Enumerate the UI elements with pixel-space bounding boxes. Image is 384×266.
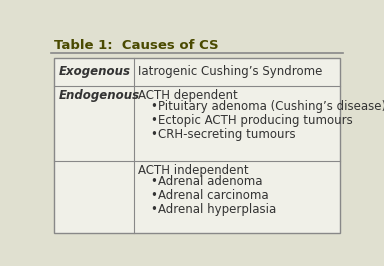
Text: Ectopic ACTH producing tumours: Ectopic ACTH producing tumours: [158, 114, 353, 127]
Text: CRH-secreting tumours: CRH-secreting tumours: [158, 128, 295, 141]
Text: Adrenal hyperplasia: Adrenal hyperplasia: [158, 203, 276, 216]
Text: •: •: [150, 100, 157, 113]
Bar: [54, 57, 340, 233]
Text: Iatrogenic Cushing’s Syndrome: Iatrogenic Cushing’s Syndrome: [138, 65, 323, 78]
Text: Adrenal adenoma: Adrenal adenoma: [158, 175, 262, 188]
Text: Endogenous: Endogenous: [58, 89, 139, 102]
Text: Pituitary adenoma (Cushing’s disease): Pituitary adenoma (Cushing’s disease): [158, 100, 384, 113]
Text: •: •: [150, 128, 157, 141]
Text: ACTH independent: ACTH independent: [138, 164, 249, 177]
Text: ACTH dependent: ACTH dependent: [138, 89, 238, 102]
Text: Exogenous: Exogenous: [58, 65, 131, 78]
Text: •: •: [150, 203, 157, 216]
Text: Adrenal carcinoma: Adrenal carcinoma: [158, 189, 268, 202]
Text: •: •: [150, 114, 157, 127]
Text: •: •: [150, 189, 157, 202]
Text: •: •: [150, 175, 157, 188]
Text: Table 1:  Causes of CS: Table 1: Causes of CS: [54, 39, 218, 52]
